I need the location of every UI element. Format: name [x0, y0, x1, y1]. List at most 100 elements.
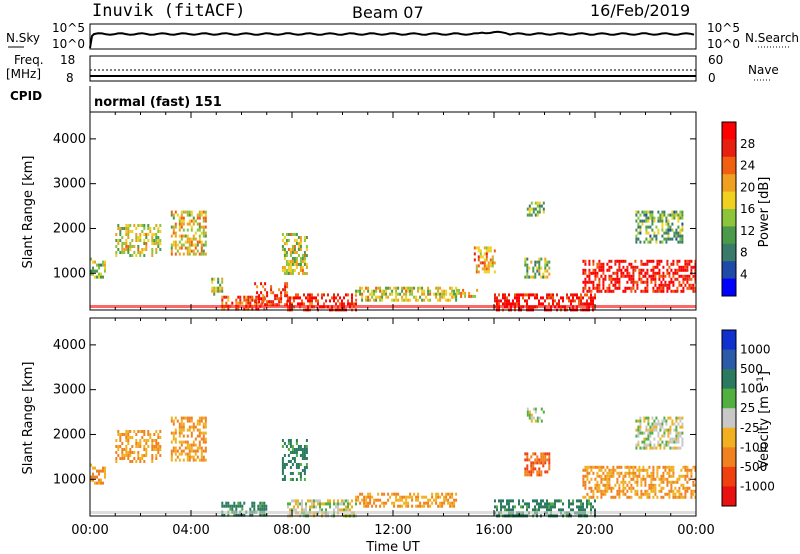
echo-cell-11 — [659, 443, 662, 447]
echo-cell-10 — [626, 471, 629, 475]
echo-cell-15 — [677, 216, 680, 220]
echo-cell-11 — [498, 302, 500, 306]
echo-cell-10 — [600, 465, 603, 469]
echo-cell-2 — [198, 440, 201, 444]
echo-cell-14 — [642, 262, 645, 266]
echo-cell-11 — [502, 293, 504, 297]
echo-cell-14 — [592, 283, 595, 287]
echo-cell-1 — [119, 436, 122, 439]
echo-cell-11 — [665, 440, 668, 444]
echo-cell-6 — [365, 498, 368, 502]
echo-cell-0 — [92, 472, 94, 476]
velocity-ytick-label: 3000 — [53, 383, 86, 398]
echo-cell-15 — [673, 210, 676, 214]
echo-cell-15 — [643, 219, 646, 223]
echo-cell-15 — [665, 228, 668, 232]
echo-cell-14 — [614, 271, 617, 275]
echo-cell-2 — [176, 419, 179, 423]
echo-cell-15 — [681, 216, 684, 220]
echo-cell-14 — [618, 262, 621, 266]
echo-cell-2 — [204, 425, 207, 429]
echo-cell-14 — [640, 280, 643, 284]
echo-cell-5 — [286, 285, 289, 289]
echo-cell-0 — [90, 475, 92, 479]
echo-cell-2 — [192, 428, 195, 432]
echo-cell-10 — [477, 255, 480, 259]
echo-cell-9 — [472, 294, 475, 298]
echo-cell-2 — [186, 428, 189, 432]
echo-cell-8 — [361, 286, 364, 290]
echo-cell-4 — [281, 466, 284, 469]
echo-cell-14 — [624, 268, 627, 272]
echo-cell-2 — [186, 455, 189, 459]
echo-cell-11 — [522, 293, 524, 297]
echo-cell-2 — [170, 440, 173, 444]
echo-cell-2 — [188, 249, 191, 253]
echo-cell-11 — [496, 302, 498, 306]
echo-cell-15 — [635, 213, 638, 217]
echo-cell-2 — [196, 446, 199, 450]
echo-cell-4 — [287, 454, 290, 457]
echo-cell-1 — [159, 242, 162, 245]
echo-cell-10 — [600, 477, 603, 481]
echo-cell-10 — [684, 477, 687, 481]
echo-cell-14 — [694, 280, 697, 284]
echo-cell-14 — [658, 289, 661, 293]
echo-cell-11 — [671, 446, 674, 450]
echo-cell-0 — [94, 269, 96, 273]
echo-cell-11 — [665, 443, 668, 447]
echo-cell-10 — [652, 477, 655, 481]
echo-cell-10 — [481, 255, 484, 259]
echo-cell-6 — [297, 263, 300, 266]
echo-cell-2 — [188, 246, 191, 250]
echo-cell-10 — [622, 492, 625, 496]
echo-cell-11 — [641, 440, 644, 444]
echo-cell-10 — [652, 468, 655, 472]
echo-cell-11 — [635, 428, 638, 432]
velocity-colorbar-swatch — [722, 369, 736, 390]
echo-cell-5 — [327, 502, 329, 506]
echo-cell-6 — [415, 495, 418, 499]
power-colorbar-swatch — [722, 156, 736, 175]
echo-cell-2 — [196, 213, 199, 217]
echo-cell-14 — [606, 286, 609, 290]
echo-cell-8 — [405, 289, 408, 293]
echo-cell-10 — [666, 480, 669, 484]
echo-cell-6 — [281, 233, 284, 236]
echo-cell-10 — [644, 468, 647, 472]
echo-cell-12 — [538, 269, 541, 273]
power-ytick-label: 3000 — [53, 177, 86, 192]
echo-cell-4 — [303, 445, 306, 448]
velocity-heatmap — [90, 407, 697, 518]
echo-cell-15 — [651, 213, 654, 217]
echo-cell-8 — [449, 292, 452, 296]
echo-cell-11 — [534, 296, 536, 300]
echo-cell-7 — [534, 499, 536, 503]
echo-cell-6 — [451, 495, 454, 499]
echo-cell-15 — [657, 228, 660, 232]
echo-cell-7 — [299, 302, 301, 306]
echo-cell-5 — [291, 499, 293, 503]
echo-cell-11 — [675, 431, 678, 435]
echo-cell-8 — [421, 298, 424, 302]
echo-cell-6 — [445, 498, 448, 502]
velocity-ylabel: Slant Range [km] — [21, 362, 36, 475]
echo-cell-7 — [291, 302, 293, 306]
echo-cell-10 — [610, 474, 613, 478]
echo-cell-10 — [618, 492, 621, 496]
echo-cell-3 — [225, 504, 228, 508]
echo-cell-1 — [157, 230, 160, 233]
echo-cell-7 — [586, 499, 588, 503]
nsky-panel — [89, 23, 697, 50]
echo-cell-2 — [172, 240, 175, 244]
echo-cell-6 — [427, 504, 430, 508]
echo-cell-15 — [645, 237, 648, 241]
echo-cell-11 — [649, 428, 652, 432]
echo-cell-6 — [301, 272, 304, 275]
echo-cell-2 — [174, 452, 177, 456]
echo-cell-14 — [582, 268, 585, 272]
echo-cell-15 — [645, 216, 648, 220]
cpid-text: normal (fast) 151 — [94, 95, 222, 110]
beam-title: Beam 07 — [352, 3, 424, 22]
echo-cell-4 — [237, 301, 240, 305]
